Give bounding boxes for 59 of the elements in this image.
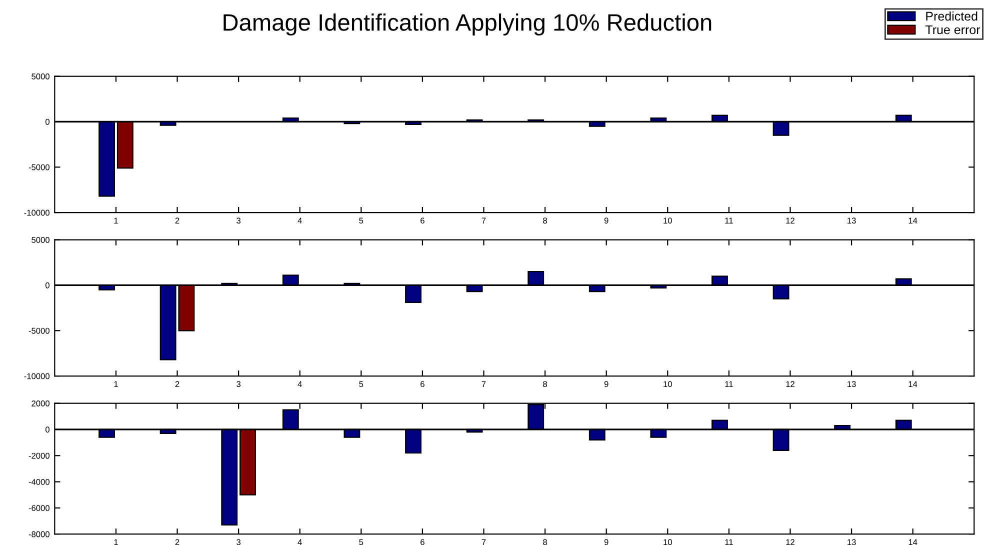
x-tick-label: 9 xyxy=(604,218,608,224)
y-tick-label: 5000 xyxy=(32,237,50,243)
x-tick-label: 2 xyxy=(175,539,180,545)
x-tick-label: 2 xyxy=(175,218,180,224)
y-tick-label: 2000 xyxy=(32,400,50,406)
x-tick-label: 4 xyxy=(298,381,302,387)
x-tick-label: 9 xyxy=(604,381,608,388)
x-tick-label: 1 xyxy=(114,381,118,387)
x-tick-label: 11 xyxy=(725,218,733,224)
y-tick-label: -6000 xyxy=(28,505,50,512)
x-tick-label: 12 xyxy=(786,381,794,387)
x-tick-label: 10 xyxy=(664,539,672,545)
y-tick-label: -5000 xyxy=(28,164,50,170)
x-tick-label: 14 xyxy=(908,381,918,387)
y-tick-label: 0 xyxy=(46,282,50,288)
x-tick-label: 6 xyxy=(420,381,424,388)
x-tick-label: 8 xyxy=(543,539,547,545)
y-tick-label: 5000 xyxy=(32,74,50,80)
y-tick-label: -10000 xyxy=(24,210,50,216)
x-tick-label: 14 xyxy=(908,218,918,224)
x-tick-label: 7 xyxy=(482,218,486,224)
x-tick-label: 5 xyxy=(359,539,364,545)
x-tick-label: 3 xyxy=(236,539,241,545)
y-tick-label: -10000 xyxy=(24,373,50,380)
y-tick-label: -4000 xyxy=(28,478,50,485)
x-tick-label: 4 xyxy=(298,218,302,224)
x-tick-label: 1 xyxy=(114,539,118,545)
x-tick-label: 7 xyxy=(482,539,486,545)
x-tick-label: 10 xyxy=(664,218,672,224)
x-tick-label: 11 xyxy=(725,539,733,545)
x-tick-label: 5 xyxy=(359,381,364,388)
chart-title: Damage Identification Applying 10% Reduction xyxy=(224,14,712,36)
y-tick-label: -5000 xyxy=(28,328,50,334)
legend-label: True error xyxy=(925,25,980,34)
x-tick-label: 3 xyxy=(236,218,241,224)
x-tick-label: 2 xyxy=(175,381,180,387)
y-tick-label: -8000 xyxy=(28,531,50,538)
x-tick-label: 11 xyxy=(725,381,733,387)
x-tick-label: 14 xyxy=(908,539,918,545)
x-tick-label: 7 xyxy=(482,381,486,387)
x-tick-label: 3 xyxy=(236,381,241,388)
x-tick-label: 5 xyxy=(359,218,364,224)
legend-label: Predicted xyxy=(926,11,978,21)
x-tick-label: 6 xyxy=(420,539,424,545)
x-tick-label: 13 xyxy=(848,381,856,388)
x-tick-label: 13 xyxy=(848,218,856,224)
y-tick-label: 0 xyxy=(46,426,50,433)
x-tick-label: 4 xyxy=(298,539,302,545)
x-tick-label: 1 xyxy=(114,218,118,224)
x-tick-label: 10 xyxy=(664,381,672,388)
x-tick-label: 12 xyxy=(786,539,794,545)
y-tick-label: -2000 xyxy=(28,452,50,459)
x-tick-label: 8 xyxy=(543,381,547,388)
x-tick-label: 6 xyxy=(420,218,424,224)
x-tick-label: 12 xyxy=(786,218,794,224)
y-tick-label: 0 xyxy=(46,118,50,125)
x-tick-label: 8 xyxy=(543,218,547,224)
x-tick-label: 9 xyxy=(604,539,608,545)
x-tick-label: 13 xyxy=(848,539,856,545)
